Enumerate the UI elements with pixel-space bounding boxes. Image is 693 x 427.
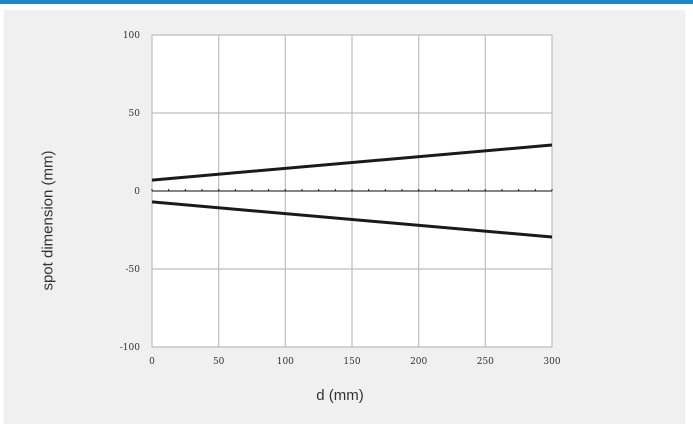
lower-boundary-line <box>151 200 553 239</box>
y-tick-label: -100 <box>120 343 140 353</box>
tick-labels: 0 50 100 150 200 250 300 -100 -50 0 50 100 <box>120 31 561 367</box>
x-tick-label: 0 <box>149 357 155 367</box>
x-tick-label: 50 <box>213 357 225 367</box>
x-tick-label: 250 <box>477 357 494 367</box>
y-tick-label: 0 <box>134 187 140 197</box>
x-tick-label: 150 <box>343 357 360 367</box>
series-lines <box>151 143 553 239</box>
y-axis-label: spot dimension (mm) <box>39 150 57 291</box>
y-tick-label: 100 <box>123 31 140 41</box>
x-tick-label: 200 <box>410 357 427 367</box>
x-axis-label: d (mm) <box>316 387 364 404</box>
x-tick-label: 300 <box>543 357 560 367</box>
x-tick-label: 100 <box>277 357 294 367</box>
y-tick-label: 50 <box>129 109 141 119</box>
y-tick-label: -50 <box>126 265 141 275</box>
upper-boundary-line <box>151 143 553 182</box>
top-accent-bar <box>0 0 693 4</box>
